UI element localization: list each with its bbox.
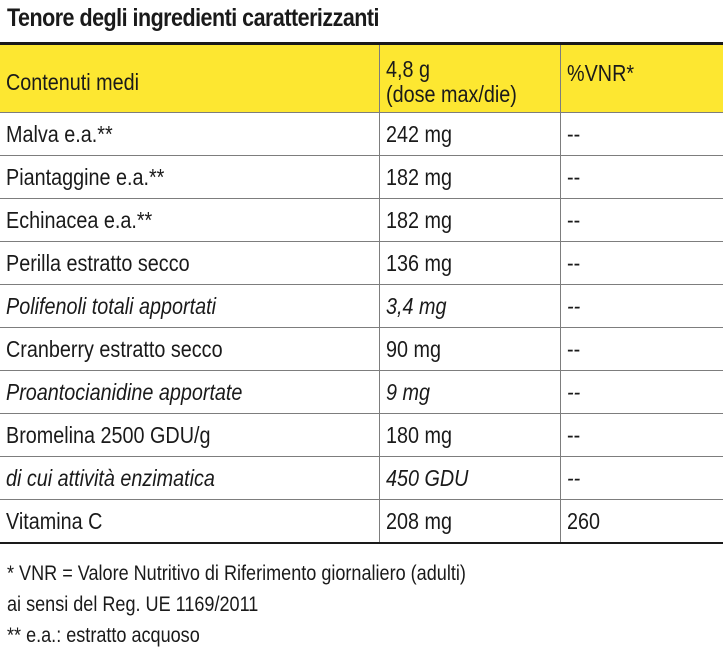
- ingredient-vnr-cell: --: [561, 457, 723, 499]
- ingredient-vnr-cell: --: [561, 328, 723, 370]
- ingredient-vnr-cell: --: [561, 371, 723, 413]
- ingredient-name-cell: Cranberry estratto secco: [0, 328, 380, 370]
- ingredient-vnr-cell: --: [561, 113, 723, 155]
- ingredient-amount-cell: 136 mg: [380, 242, 561, 284]
- table-body: Malva e.a.** 242 mg -- Piantaggine e.a.** 18…: [0, 113, 723, 544]
- footnote-vnr: * VNR = Valore Nutritivo di Riferimento …: [7, 562, 466, 585]
- ingredient-amount-cell: 9 mg: [380, 371, 561, 413]
- ingredient-vnr-cell: --: [561, 242, 723, 284]
- table-title: Tenore degli ingredienti caratterizzanti: [7, 4, 380, 32]
- ingredient-name: Perilla estratto secco: [6, 249, 190, 276]
- ingredient-name-cell: Polifenoli totali apportati: [0, 285, 380, 327]
- ingredient-amount: 182 mg: [386, 163, 452, 190]
- table-row: Perilla estratto secco 136 mg --: [0, 242, 723, 285]
- ingredient-name: Piantaggine e.a.**: [6, 163, 165, 190]
- ingredient-amount: 450 GDU: [386, 464, 469, 491]
- footnote-ea: ** e.a.: estratto acquoso: [7, 624, 200, 647]
- ingredient-vnr-cell: --: [561, 156, 723, 198]
- footnote-regulation: ai sensi del Reg. UE 1169/2011: [7, 593, 259, 616]
- ingredient-vnr: --: [567, 292, 581, 319]
- ingredient-amount-cell: 182 mg: [380, 156, 561, 198]
- ingredient-name: Proantocianidine apportate: [6, 378, 243, 405]
- ingredient-vnr: 260: [567, 507, 601, 534]
- ingredient-amount-cell: 182 mg: [380, 199, 561, 241]
- ingredient-name-cell: Malva e.a.**: [0, 113, 380, 155]
- table-header-row: Contenuti medi 4,8 g (dose max/die) %VNR…: [0, 45, 723, 113]
- ingredient-vnr-cell: --: [561, 414, 723, 456]
- ingredient-name: Vitamina C: [6, 507, 103, 534]
- ingredient-name-cell: Perilla estratto secco: [0, 242, 380, 284]
- ingredient-name: Polifenoli totali apportati: [6, 292, 217, 319]
- ingredient-vnr: --: [567, 120, 581, 147]
- table-row: Bromelina 2500 GDU/g 180 mg --: [0, 414, 723, 457]
- ingredient-amount: 3,4 mg: [386, 292, 447, 319]
- header-dose: 4,8 g (dose max/die): [380, 45, 561, 112]
- ingredient-vnr: --: [567, 421, 581, 448]
- ingredient-amount-cell: 180 mg: [380, 414, 561, 456]
- ingredient-name-cell: Vitamina C: [0, 500, 380, 542]
- ingredient-vnr-cell: 260: [561, 500, 723, 542]
- ingredient-name-cell: Echinacea e.a.**: [0, 199, 380, 241]
- header-col2-line1: 4,8 g: [386, 56, 430, 82]
- table-row: di cui attività enzimatica 450 GDU --: [0, 457, 723, 500]
- ingredient-name: Bromelina 2500 GDU/g: [6, 421, 211, 448]
- table-row: Malva e.a.** 242 mg --: [0, 113, 723, 156]
- ingredient-amount: 182 mg: [386, 206, 452, 233]
- table-row: Echinacea e.a.** 182 mg --: [0, 199, 723, 242]
- ingredient-name: Cranberry estratto secco: [6, 335, 223, 362]
- ingredients-table: Contenuti medi 4,8 g (dose max/die) %VNR…: [0, 42, 723, 544]
- footnotes: * VNR = Valore Nutritivo di Riferimento …: [7, 558, 541, 651]
- ingredient-amount-cell: 208 mg: [380, 500, 561, 542]
- ingredient-vnr: --: [567, 163, 581, 190]
- ingredient-amount: 242 mg: [386, 120, 452, 147]
- ingredient-name: di cui attività enzimatica: [6, 464, 215, 491]
- table-row: Polifenoli totali apportati 3,4 mg --: [0, 285, 723, 328]
- ingredient-amount: 90 mg: [386, 335, 441, 362]
- ingredient-name: Malva e.a.**: [6, 120, 113, 147]
- header-col3-label: %VNR*: [567, 60, 635, 86]
- table-row: Piantaggine e.a.** 182 mg --: [0, 156, 723, 199]
- ingredient-vnr: --: [567, 464, 581, 491]
- ingredient-vnr: --: [567, 206, 581, 233]
- ingredient-amount: 136 mg: [386, 249, 452, 276]
- ingredient-vnr: --: [567, 249, 581, 276]
- ingredient-name-cell: Bromelina 2500 GDU/g: [0, 414, 380, 456]
- table-row: Cranberry estratto secco 90 mg --: [0, 328, 723, 371]
- ingredient-amount-cell: 450 GDU: [380, 457, 561, 499]
- ingredient-vnr-cell: --: [561, 199, 723, 241]
- ingredient-name-cell: di cui attività enzimatica: [0, 457, 380, 499]
- table-row: Vitamina C 208 mg 260: [0, 500, 723, 544]
- header-contenuti-medi: Contenuti medi: [0, 45, 380, 112]
- ingredient-name-cell: Piantaggine e.a.**: [0, 156, 380, 198]
- ingredient-vnr: --: [567, 335, 581, 362]
- ingredient-amount-cell: 90 mg: [380, 328, 561, 370]
- header-vnr: %VNR*: [561, 45, 723, 112]
- table-row: Proantocianidine apportate 9 mg --: [0, 371, 723, 414]
- ingredient-amount: 208 mg: [386, 507, 452, 534]
- ingredient-vnr: --: [567, 378, 581, 405]
- ingredient-amount-cell: 242 mg: [380, 113, 561, 155]
- header-col1-label: Contenuti medi: [6, 69, 140, 95]
- ingredient-vnr-cell: --: [561, 285, 723, 327]
- ingredient-name-cell: Proantocianidine apportate: [0, 371, 380, 413]
- ingredient-name: Echinacea e.a.**: [6, 206, 153, 233]
- header-col2-line2: (dose max/die): [386, 81, 517, 107]
- ingredient-amount-cell: 3,4 mg: [380, 285, 561, 327]
- ingredient-amount: 9 mg: [386, 378, 430, 405]
- ingredient-amount: 180 mg: [386, 421, 452, 448]
